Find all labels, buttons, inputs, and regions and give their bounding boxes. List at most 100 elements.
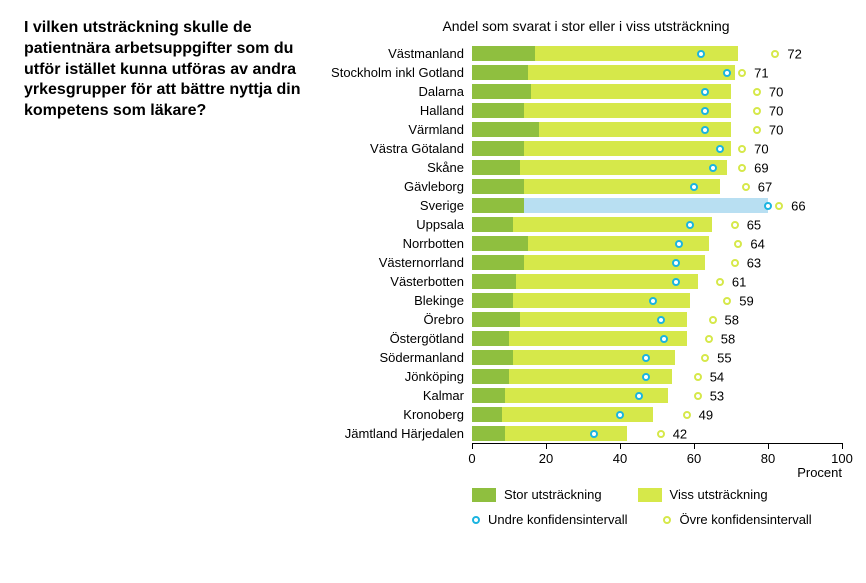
bar-seg-stor bbox=[472, 103, 524, 118]
chart-row: Jämtland Härjedalen 42 bbox=[330, 424, 842, 443]
ci-upper-marker bbox=[742, 183, 750, 191]
chart-row: Skåne69 bbox=[330, 158, 842, 177]
ci-upper-marker bbox=[734, 240, 742, 248]
legend-label-ci-lower: Undre konfidensintervall bbox=[488, 512, 627, 527]
ci-lower-marker bbox=[716, 145, 724, 153]
row-label: Skåne bbox=[330, 160, 472, 175]
value-label: 49 bbox=[699, 407, 713, 422]
row-label: Kalmar bbox=[330, 388, 472, 403]
bar-seg-viss bbox=[513, 350, 676, 365]
bar-seg-stor bbox=[472, 388, 505, 403]
value-label: 72 bbox=[787, 46, 801, 61]
row-label: Gävleborg bbox=[330, 179, 472, 194]
bar-seg-stor bbox=[472, 217, 513, 232]
ci-upper-marker bbox=[701, 354, 709, 362]
row-label: Västerbotten bbox=[330, 274, 472, 289]
row-label: Örebro bbox=[330, 312, 472, 327]
legend-swatch-viss bbox=[638, 488, 662, 502]
axis-tick bbox=[768, 443, 769, 449]
bar-seg-highlight bbox=[524, 198, 768, 213]
value-label: 54 bbox=[710, 369, 724, 384]
axis-tick-label: 40 bbox=[613, 451, 627, 466]
chart-row: Jönköping54 bbox=[330, 367, 842, 386]
ci-lower-marker bbox=[672, 278, 680, 286]
axis-title: Procent bbox=[797, 465, 842, 480]
ci-upper-marker bbox=[705, 335, 713, 343]
row-label: Jämtland Härjedalen bbox=[330, 426, 472, 441]
value-label: 55 bbox=[717, 350, 731, 365]
axis-tick-label: 20 bbox=[539, 451, 553, 466]
ci-lower-marker bbox=[660, 335, 668, 343]
ci-upper-marker bbox=[709, 316, 717, 324]
bar-seg-viss bbox=[505, 426, 627, 441]
bar-track: 65 bbox=[472, 217, 842, 232]
row-label: Västernorrland bbox=[330, 255, 472, 270]
value-label: 53 bbox=[710, 388, 724, 403]
legend-circle-lower-icon bbox=[472, 516, 480, 524]
row-label: Halland bbox=[330, 103, 472, 118]
bar-seg-stor bbox=[472, 46, 535, 61]
legend-circle-upper-icon bbox=[663, 516, 671, 524]
bar-track: 67 bbox=[472, 179, 842, 194]
chart-row: Västernorrland63 bbox=[330, 253, 842, 272]
axis-line bbox=[472, 443, 842, 444]
ci-upper-marker bbox=[723, 297, 731, 305]
value-label: 70 bbox=[769, 103, 783, 118]
chart-row: Östergötland58 bbox=[330, 329, 842, 348]
bar-seg-stor bbox=[472, 331, 509, 346]
chart-row: Kalmar 53 bbox=[330, 386, 842, 405]
bar-seg-viss bbox=[516, 274, 697, 289]
row-label: Sverige bbox=[330, 198, 472, 213]
bar-seg-stor bbox=[472, 65, 528, 80]
legend: Stor utsträckning Viss utsträckning Undr… bbox=[472, 487, 842, 527]
legend-item-ci-lower: Undre konfidensintervall bbox=[472, 512, 627, 527]
x-axis: Procent 020406080100 bbox=[330, 443, 842, 479]
ci-lower-marker bbox=[701, 126, 709, 134]
axis-tick bbox=[472, 443, 473, 449]
chart-subtitle: Andel som svarat i stor eller i viss uts… bbox=[330, 18, 842, 34]
ci-upper-marker bbox=[716, 278, 724, 286]
chart-row: Västra Götaland70 bbox=[330, 139, 842, 158]
chart-row: Västmanland72 bbox=[330, 44, 842, 63]
row-label: Dalarna bbox=[330, 84, 472, 99]
bar-seg-viss bbox=[513, 293, 691, 308]
bar-track: 49 bbox=[472, 407, 842, 422]
bar-seg-viss bbox=[524, 103, 731, 118]
ci-upper-marker bbox=[753, 88, 761, 96]
legend-label-viss: Viss utsträckning bbox=[670, 487, 768, 502]
value-label: 71 bbox=[754, 65, 768, 80]
axis-tick-label: 60 bbox=[687, 451, 701, 466]
chart-row: Örebro58 bbox=[330, 310, 842, 329]
bar-seg-viss bbox=[513, 217, 713, 232]
ci-lower-marker bbox=[616, 411, 624, 419]
row-label: Södermanland bbox=[330, 350, 472, 365]
bar-track: 58 bbox=[472, 312, 842, 327]
value-label: 61 bbox=[732, 274, 746, 289]
chart-row: Uppsala 65 bbox=[330, 215, 842, 234]
ci-upper-marker bbox=[775, 202, 783, 210]
bar-seg-stor bbox=[472, 141, 524, 156]
ci-lower-marker bbox=[642, 373, 650, 381]
legend-row-ci: Undre konfidensintervall Övre konfidensi… bbox=[472, 512, 842, 527]
ci-upper-marker bbox=[738, 164, 746, 172]
bar-seg-stor bbox=[472, 350, 513, 365]
bar-track: 54 bbox=[472, 369, 842, 384]
ci-upper-marker bbox=[731, 221, 739, 229]
ci-upper-marker bbox=[738, 69, 746, 77]
question-text: I vilken utsträckning skulle de patientn… bbox=[24, 18, 306, 537]
bar-seg-stor bbox=[472, 426, 505, 441]
row-label: Östergötland bbox=[330, 331, 472, 346]
value-label: 65 bbox=[747, 217, 761, 232]
bar-seg-stor bbox=[472, 122, 539, 137]
chart-row: Norrbotten64 bbox=[330, 234, 842, 253]
ci-lower-marker bbox=[672, 259, 680, 267]
row-label: Norrbotten bbox=[330, 236, 472, 251]
row-label: Värmland bbox=[330, 122, 472, 137]
chart-row: Kronoberg49 bbox=[330, 405, 842, 424]
bar-seg-stor bbox=[472, 369, 509, 384]
row-label: Uppsala bbox=[330, 217, 472, 232]
legend-row-series: Stor utsträckning Viss utsträckning bbox=[472, 487, 842, 502]
bar-track: 42 bbox=[472, 426, 842, 441]
bar-seg-stor bbox=[472, 293, 513, 308]
value-label: 42 bbox=[673, 426, 687, 441]
